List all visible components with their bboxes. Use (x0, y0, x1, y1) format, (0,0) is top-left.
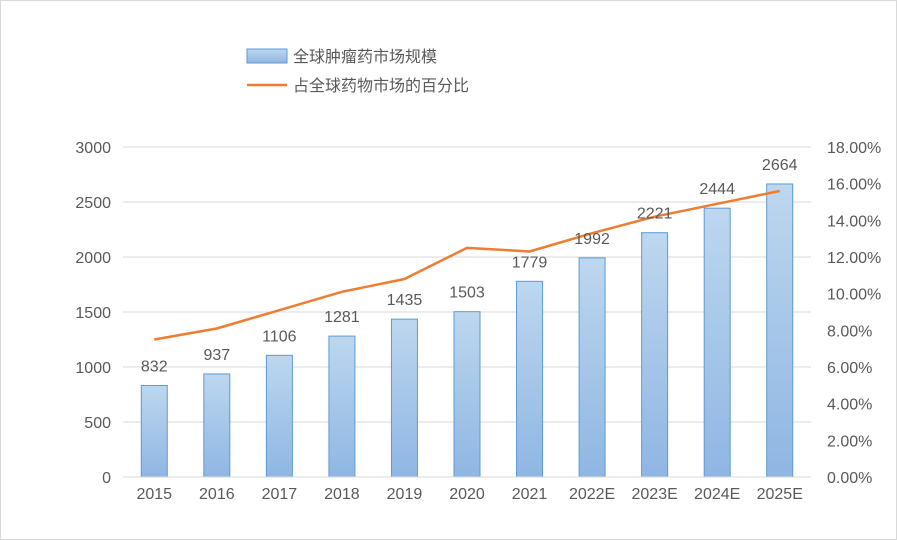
bar (578, 257, 606, 478)
y-left-tick-label: 1000 (75, 360, 111, 377)
legend: 全球肿瘤药市场规模 占全球药物市场的百分比 (246, 47, 469, 95)
y-right-tick-label: 10.00% (827, 287, 881, 304)
bar-value-label: 2444 (699, 181, 735, 198)
x-tick-label: 2015 (136, 486, 172, 503)
bar-value-label: 1435 (387, 292, 423, 309)
x-tick-label: 2022E (569, 486, 615, 503)
bar (328, 335, 356, 478)
x-tick-label: 2025E (757, 486, 803, 503)
bar (203, 373, 231, 478)
x-tick-label: 2020 (449, 486, 485, 503)
bar-value-label: 1281 (324, 309, 360, 326)
y-left-tick-label: 2000 (75, 250, 111, 267)
bar (390, 318, 418, 478)
x-tick-label: 2023E (632, 486, 678, 503)
y-right-tick-label: 14.00% (827, 213, 881, 230)
bar (766, 183, 794, 478)
y-right-tick-label: 6.00% (827, 360, 872, 377)
y-right-tick-label: 12.00% (827, 250, 881, 267)
bar (140, 384, 168, 478)
y-right-tick-label: 0.00% (827, 470, 872, 487)
bar-value-label: 1503 (449, 285, 485, 302)
bar (453, 311, 481, 478)
bar-value-label: 937 (203, 347, 230, 364)
bar-value-label: 1992 (574, 231, 610, 248)
legend-bar-label: 全球肿瘤药市场规模 (293, 47, 437, 66)
bar (703, 207, 731, 478)
x-tick-label: 2018 (324, 486, 360, 503)
x-tick-label: 2016 (199, 486, 235, 503)
bar-value-label: 832 (141, 358, 168, 375)
y-right-tick-label: 2.00% (827, 433, 872, 450)
bar-value-label: 1106 (262, 328, 297, 345)
bar-value-label: 2221 (637, 206, 673, 223)
legend-bar-swatch (246, 48, 288, 64)
x-tick-label: 2024E (694, 486, 740, 503)
y-right-tick-label: 18.00% (827, 140, 881, 157)
bar-value-label: 1779 (512, 254, 548, 271)
bar (265, 354, 293, 478)
y-left-tick-label: 0 (102, 470, 111, 487)
legend-line-label: 占全球药物市场的百分比 (293, 76, 469, 95)
y-left-tick-label: 500 (84, 415, 111, 432)
x-tick-label: 2021 (512, 486, 548, 503)
y-right-tick-label: 16.00% (827, 177, 881, 194)
bar-value-label: 2664 (762, 157, 798, 174)
percentage-line-layer (154, 189, 780, 341)
y-left-tick-label: 1500 (75, 305, 111, 322)
x-tick-label: 2017 (262, 486, 298, 503)
data-labels: 832 937 1106 1281 1435 1503 1779 1992 2221 2444 26… (141, 157, 798, 376)
bars (140, 183, 794, 478)
y-left-tick-label: 3000 (75, 140, 111, 157)
y-right-tick-label: 4.00% (827, 397, 872, 414)
y-right-tick-label: 8.00% (827, 323, 872, 340)
percentage-line (154, 189, 780, 341)
bar (516, 280, 544, 478)
axes: 0 500 1000 1500 2000 2500 3000 0.00% 2.00% 4.00% 6… (75, 140, 881, 503)
x-tick-label: 2019 (387, 486, 423, 503)
y-left-tick-label: 2500 (75, 195, 111, 212)
bar (641, 232, 669, 478)
